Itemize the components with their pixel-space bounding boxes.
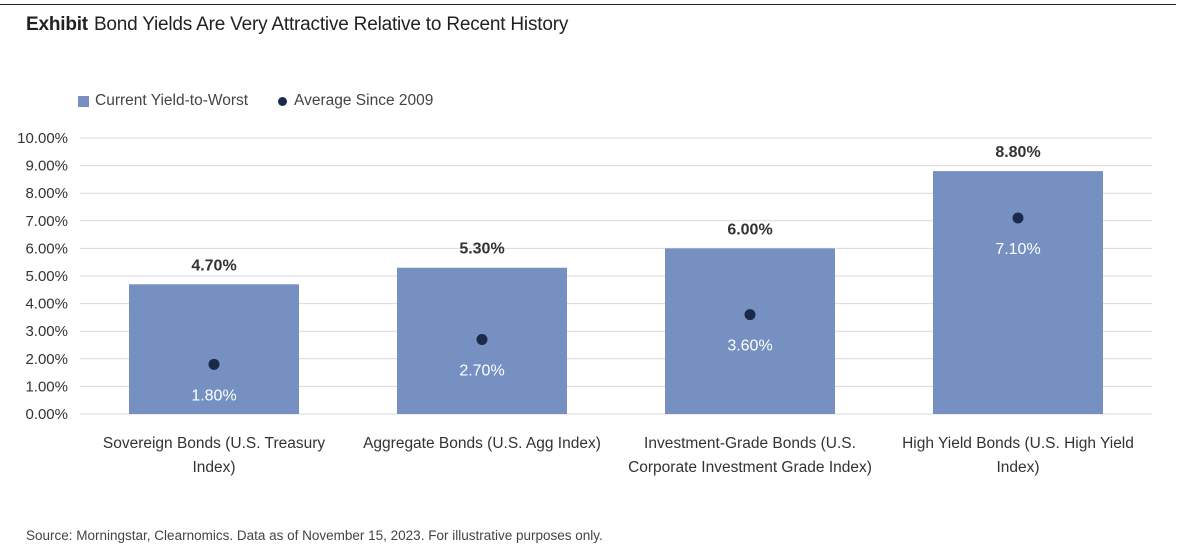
source-note: Source: Morningstar, Clearnomics. Data a… [26, 528, 603, 543]
bar-value-label: 5.30% [459, 241, 504, 258]
legend: Current Yield-to-Worst Average Since 200… [78, 92, 463, 110]
bar [933, 171, 1103, 414]
category-label: High Yield Bonds (U.S. High Yield [902, 435, 1134, 452]
bar [665, 248, 835, 414]
y-tick-label: 10.00% [17, 130, 68, 147]
y-tick-label: 9.00% [25, 158, 68, 175]
exhibit-label: Exhibit [26, 14, 88, 35]
bar-value-label: 8.80% [995, 144, 1040, 161]
category-label: Index) [996, 459, 1039, 476]
top-rule [0, 4, 1176, 5]
bar-value-label: 4.70% [191, 257, 236, 274]
y-tick-label: 8.00% [25, 185, 68, 202]
legend-bar-swatch [78, 95, 89, 107]
dot-value-label: 3.60% [727, 338, 772, 355]
y-tick-label: 6.00% [25, 240, 68, 257]
average-dot [1012, 212, 1024, 224]
dot-value-label: 1.80% [191, 387, 236, 404]
y-tick-label: 4.00% [25, 296, 68, 313]
y-tick-label: 5.00% [25, 268, 68, 285]
bar [129, 284, 299, 414]
bar-chart: 0.00% 1.00% 2.00% 3.00% 4.00% 5.00% 6.00% 7.00%… [17, 130, 1152, 476]
average-dot [476, 333, 488, 345]
y-tick-label: 3.00% [25, 323, 68, 340]
category-label: Investment-Grade Bonds (U.S. [644, 435, 856, 452]
legend-item-current: Current Yield-to-Worst [78, 92, 248, 110]
title-text: Bond Yields Are Very Attractive Relative… [93, 14, 569, 35]
legend-dot-swatch [278, 96, 288, 106]
legend-average-label: Average Since 2009 [294, 92, 434, 109]
y-tick-label: 7.00% [25, 213, 68, 230]
y-tick-label: 0.00% [25, 406, 68, 423]
category-label: Aggregate Bonds (U.S. Agg Index) [363, 435, 601, 452]
chart-title: Exhibit Bond Yields Are Very Attractive R… [26, 14, 568, 36]
category-label: Corporate Investment Grade Index) [628, 459, 872, 476]
category-label: Index) [192, 459, 235, 476]
dot-value-label: 2.70% [459, 362, 504, 379]
legend-current-label: Current Yield-to-Worst [95, 92, 249, 109]
legend-item-average: Average Since 2009 [278, 92, 433, 110]
dot-value-label: 7.10% [995, 241, 1040, 258]
y-tick-label: 1.00% [25, 378, 68, 395]
bar-value-label: 6.00% [727, 221, 772, 238]
category-label: Sovereign Bonds (U.S. Treasury [103, 435, 326, 452]
y-tick-label: 2.00% [25, 351, 68, 368]
average-dot [208, 358, 220, 370]
average-dot [744, 309, 756, 321]
